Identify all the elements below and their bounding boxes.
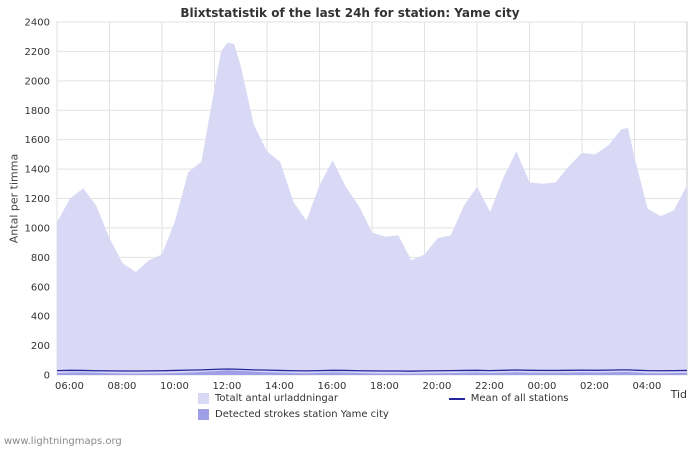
svg-text:2000: 2000 (25, 76, 50, 87)
svg-text:22:00: 22:00 (475, 381, 504, 392)
svg-text:04:00: 04:00 (633, 381, 662, 392)
legend-swatch-total (198, 393, 209, 404)
legend-label-mean: Mean of all stations (470, 393, 569, 404)
svg-text:00:00: 00:00 (528, 381, 557, 392)
svg-text:18:00: 18:00 (370, 381, 399, 392)
svg-text:0: 0 (44, 371, 50, 382)
legend-item-mean: Mean of all stations (448, 393, 569, 404)
svg-text:1000: 1000 (25, 223, 50, 234)
svg-text:Tid: Tid (670, 388, 687, 401)
legend-swatch-station (198, 409, 209, 420)
svg-text:2400: 2400 (25, 18, 50, 29)
legend-item-total: Totalt antal urladdningar (198, 393, 389, 404)
svg-text:16:00: 16:00 (318, 381, 347, 392)
legend-column-left: Totalt antal urladdningar Detected strok… (198, 393, 389, 420)
svg-text:200: 200 (31, 341, 50, 352)
legend: Totalt antal urladdningar Detected strok… (198, 393, 569, 420)
svg-text:1800: 1800 (25, 106, 50, 117)
svg-text:800: 800 (31, 253, 50, 264)
legend-label-total: Totalt antal urladdningar (215, 393, 339, 404)
svg-text:400: 400 (31, 312, 50, 323)
svg-text:14:00: 14:00 (265, 381, 294, 392)
svg-text:20:00: 20:00 (423, 381, 452, 392)
legend-column-right: Mean of all stations (448, 393, 569, 420)
legend-line-mean (448, 397, 465, 400)
svg-text:600: 600 (31, 282, 50, 293)
svg-text:02:00: 02:00 (580, 381, 609, 392)
svg-text:2200: 2200 (25, 47, 50, 58)
svg-text:10:00: 10:00 (160, 381, 189, 392)
chart-title: Blixtstatistik of the last 24h for stati… (180, 6, 520, 20)
svg-text:1400: 1400 (25, 165, 50, 176)
svg-text:12:00: 12:00 (213, 381, 242, 392)
footer-link[interactable]: www.lightningmaps.org (4, 436, 122, 447)
legend-item-station: Detected strokes station Yame city (198, 409, 389, 420)
svg-text:06:00: 06:00 (55, 381, 84, 392)
legend-label-station: Detected strokes station Yame city (215, 409, 389, 420)
svg-text:08:00: 08:00 (108, 381, 137, 392)
svg-text:1600: 1600 (25, 135, 50, 146)
svg-text:1200: 1200 (25, 194, 50, 205)
